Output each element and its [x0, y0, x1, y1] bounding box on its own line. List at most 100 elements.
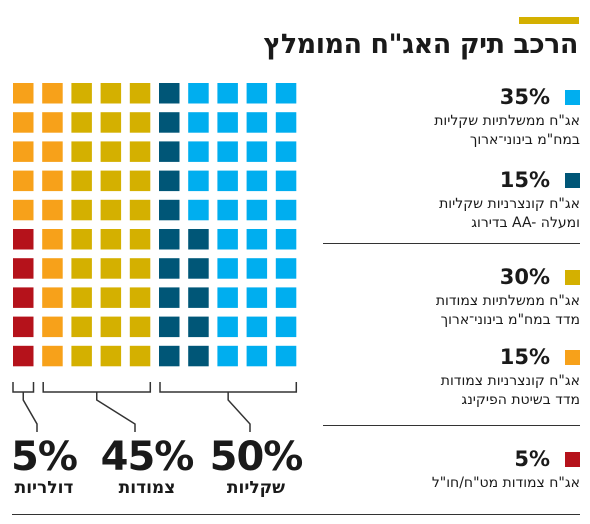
legend-swatch — [565, 270, 580, 285]
legend-swatch — [565, 452, 580, 467]
waffle-cell — [246, 258, 268, 279]
legend-line: מדד בשיטת הפיקינג — [461, 392, 580, 408]
group-bracket — [159, 382, 298, 393]
waffle-cell — [275, 83, 297, 104]
legend-description: אג"ח קונצרניות שקליות בדירוג AA- ומעלה — [330, 195, 580, 233]
legend-line: בדירוג AA- ומעלה — [330, 214, 580, 233]
waffle-cell — [188, 316, 209, 338]
waffle-cell — [159, 258, 180, 279]
waffle-cell — [246, 287, 268, 308]
waffle-cell — [71, 345, 92, 367]
waffle-cell — [275, 199, 297, 221]
waffle-cell — [246, 83, 268, 104]
waffle-cell — [71, 170, 92, 192]
waffle-cell — [100, 316, 122, 338]
legend-description: אג"ח צמודות מט"ח/חו"ל — [330, 474, 580, 493]
waffle-cell — [188, 170, 209, 192]
waffle-cell — [13, 229, 34, 250]
legend-swatch — [565, 173, 580, 188]
waffle-cell — [188, 83, 209, 104]
waffle-cell — [159, 83, 180, 104]
waffle-cell — [275, 258, 297, 279]
waffle-cell — [275, 170, 297, 192]
waffle-cell — [159, 170, 180, 192]
legend-swatch — [565, 350, 580, 365]
summary-label: דולריות — [14, 478, 74, 498]
legend-line: אג"ח ממשלתיות שקליות — [434, 113, 580, 129]
waffle-cell — [129, 258, 151, 279]
waffle-cell — [42, 141, 63, 162]
waffle-cell — [159, 112, 180, 133]
waffle-cell — [42, 229, 63, 250]
waffle-cell — [159, 199, 180, 221]
waffle-cell — [100, 287, 122, 308]
waffle-cell — [159, 141, 180, 162]
waffle-cell — [217, 141, 238, 162]
waffle-cell — [159, 316, 180, 338]
waffle-cell — [100, 170, 122, 192]
waffle-cell — [129, 316, 151, 338]
legend-line: אג"ח קונצרניות צמודות — [440, 373, 580, 389]
waffle-cell — [129, 345, 151, 367]
legend-line: אג"ח קונצרניות שקליות — [439, 196, 580, 212]
waffle-cell — [188, 112, 209, 133]
waffle-cell — [42, 316, 63, 338]
legend-description: אג"ח קונצרניות צמודות מדד בשיטת הפיקינג — [330, 372, 580, 410]
waffle-cell — [100, 229, 122, 250]
waffle-cell — [159, 287, 180, 308]
waffle-cell — [13, 199, 34, 221]
group-connector — [22, 392, 38, 432]
legend-line: אג"ח צמודות מט"ח/חו"ל — [431, 475, 580, 491]
waffle-cell — [13, 170, 34, 192]
legend: 35% אג"ח ממשלתיות שקליות במח"מ בינוני־אר… — [323, 0, 580, 524]
waffle-cell — [42, 258, 63, 279]
waffle-cell — [71, 112, 92, 133]
waffle-cell — [42, 345, 63, 367]
waffle-cell — [129, 199, 151, 221]
group-bracket — [42, 382, 152, 393]
legend-percent: 35% — [499, 85, 550, 109]
waffle-cell — [71, 316, 92, 338]
legend-divider — [323, 425, 580, 426]
summary-label: צמודות — [118, 478, 176, 498]
waffle-cell — [246, 199, 268, 221]
summary-value: 5% — [11, 434, 78, 480]
waffle-cell — [71, 258, 92, 279]
waffle-cell — [129, 229, 151, 250]
waffle-cell — [217, 287, 238, 308]
waffle-cell — [42, 112, 63, 133]
legend-description: אג"ח ממשלתיות צמודות מדד במח"מ בינוני־אר… — [330, 292, 580, 330]
legend-percent: 30% — [499, 265, 550, 289]
waffle-cell — [217, 316, 238, 338]
summary-value: 50% — [209, 434, 304, 480]
waffle-cell — [188, 199, 209, 221]
waffle-cell — [275, 141, 297, 162]
legend-divider — [323, 243, 580, 244]
waffle-cell — [217, 170, 238, 192]
waffle-cell — [275, 316, 297, 338]
group-connector — [227, 392, 251, 432]
accent-bar — [519, 17, 579, 24]
waffle-cell — [42, 83, 63, 104]
waffle-cell — [129, 141, 151, 162]
waffle-cell — [159, 345, 180, 367]
waffle-cell — [13, 345, 34, 367]
legend-line: מדד במח"מ בינוני־ארוך — [440, 312, 580, 328]
waffle-cell — [71, 287, 92, 308]
waffle-cell — [100, 345, 122, 367]
waffle-cell — [246, 316, 268, 338]
waffle-cell — [100, 112, 122, 133]
group-connector — [96, 392, 136, 432]
waffle-cell — [13, 112, 34, 133]
waffle-cell — [188, 287, 209, 308]
legend-description: אג"ח ממשלתיות שקליות במח"מ בינוני־ארוך — [330, 112, 580, 150]
summary-cpi: 45% צמודות — [92, 437, 202, 499]
waffle-cell — [129, 287, 151, 308]
legend-line-text: בדירוג AA- ומעלה — [471, 215, 580, 231]
waffle-cell — [100, 83, 122, 104]
waffle-cell — [188, 141, 209, 162]
waffle-cell — [217, 112, 238, 133]
group-bracket — [12, 382, 35, 393]
waffle-cell — [71, 83, 92, 104]
